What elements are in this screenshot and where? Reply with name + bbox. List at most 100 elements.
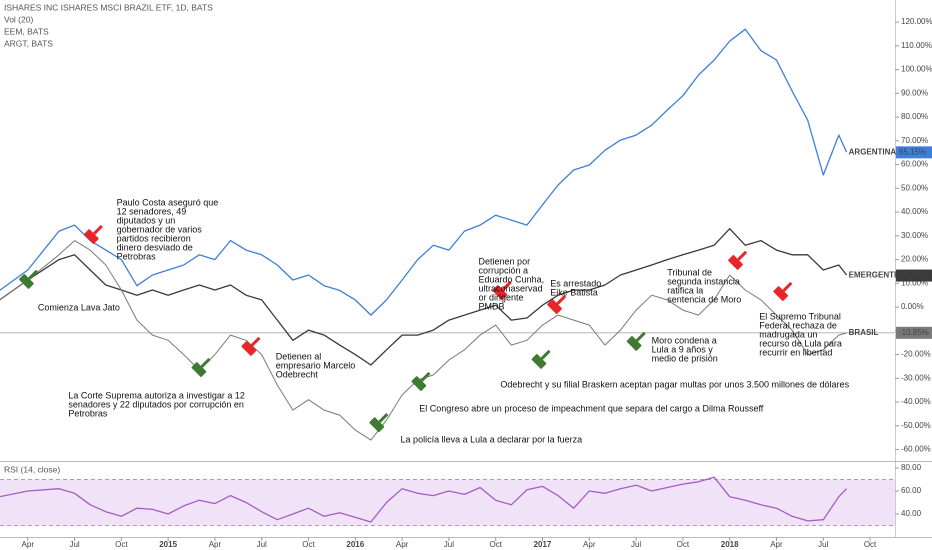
y-tick-label: 100.00% xyxy=(901,65,932,74)
y-tick-label: 110.00% xyxy=(901,41,932,50)
x-tick-label: Jul xyxy=(818,540,828,549)
annotation-text: PMDB xyxy=(479,302,505,312)
series-label: EMERGENTES xyxy=(849,271,906,280)
series-line xyxy=(0,228,848,366)
y-tick-label: 90.00% xyxy=(901,88,928,97)
y-tick-label: 80.00% xyxy=(901,112,928,121)
annotation-text: Petrobras xyxy=(68,408,108,418)
x-tick-label: Oct xyxy=(115,540,128,549)
gavel-head xyxy=(411,376,427,391)
y-tick-label: 60.00% xyxy=(901,160,928,169)
annotation-text: Detienen por xyxy=(479,257,531,267)
annotation-text: El Supremo Tribunal xyxy=(759,311,841,321)
annotation-text: sentencia de Moro xyxy=(667,294,741,304)
gavel-handle xyxy=(782,281,793,292)
annotation-text: Es arrestado xyxy=(550,278,601,288)
gavel-head xyxy=(773,286,789,301)
annotation-text: segunda instancia xyxy=(667,276,740,286)
gavel-handle xyxy=(540,349,551,360)
x-tick-label: Oct xyxy=(489,540,502,549)
y-tick-label: -20.00% xyxy=(901,350,931,359)
y-tick-label: 20.00% xyxy=(901,255,928,264)
y-tick-label: 40.00% xyxy=(901,207,928,216)
gavel-head xyxy=(547,299,562,314)
y-tick-label: 70.00% xyxy=(901,136,928,145)
gavel-handle xyxy=(93,224,103,235)
annotation-text: Federal rechaza de xyxy=(759,320,837,330)
rsi-title: RSI (14, close) xyxy=(4,464,60,474)
x-tick-label: Jul xyxy=(631,540,641,549)
annotation-text: Lula a 9 años y xyxy=(652,344,714,354)
x-tick-label: 2015 xyxy=(159,540,177,549)
gavel-handle xyxy=(250,336,261,347)
gavel xyxy=(492,280,512,300)
x-tick-label: Oct xyxy=(302,540,315,549)
gavel-head xyxy=(241,341,257,356)
gavel-handle xyxy=(737,250,748,261)
gavel xyxy=(411,371,431,391)
annotation-text: Eduardo Cunha, xyxy=(479,275,545,285)
annotation-text: La policía lleva a Lula a declarar por l… xyxy=(401,434,583,444)
rsi-band xyxy=(0,479,895,526)
gavel-head xyxy=(19,274,34,289)
y-tick-label: 80.00 xyxy=(901,463,922,472)
annotation-text: Odebrecht y su filial Braskem aceptan pa… xyxy=(500,380,849,390)
gavel-head xyxy=(83,229,99,244)
last-value-label: 65.15% xyxy=(899,147,926,156)
annotation-text: madrugada un xyxy=(759,329,817,339)
annotation-text: El Congreso abre un proceso de impeachme… xyxy=(419,404,764,414)
chart-title: ISHARES INC ISHARES MSCI BRAZIL ETF, 1D,… xyxy=(4,2,213,12)
y-tick-label: 10.00% xyxy=(901,278,928,287)
annotation-text: partidos recibieron xyxy=(117,233,191,243)
y-tick-label: 0.00% xyxy=(901,302,924,311)
gavel xyxy=(728,250,748,270)
x-tick-label: Apr xyxy=(770,540,783,549)
y-tick-label: -60.00% xyxy=(901,445,931,454)
gavel xyxy=(191,357,211,377)
annotation-text: Petrobras xyxy=(117,251,157,261)
x-tick-label: Oct xyxy=(864,540,877,549)
annotation-text: ultraconaservad xyxy=(479,284,543,294)
gavel xyxy=(773,281,793,301)
last-value-label: 13.27% xyxy=(899,271,926,280)
y-tick-label: -30.00% xyxy=(901,373,931,382)
last-value-tag xyxy=(896,269,932,282)
gavel xyxy=(531,349,551,369)
series-line xyxy=(0,240,847,441)
gavel-head xyxy=(626,336,642,351)
legend-entry: EEM, BATS xyxy=(4,26,49,36)
gavel-head xyxy=(492,285,508,300)
annotation-text: corrupción a xyxy=(479,266,529,276)
y-tick-label: 40.00 xyxy=(901,509,922,518)
x-tick-label: Jul xyxy=(444,540,454,549)
gavel-handle xyxy=(556,294,567,305)
y-tick-label: -50.00% xyxy=(901,421,931,430)
gavel xyxy=(19,269,39,289)
x-tick-label: Jul xyxy=(69,540,79,549)
gavel-head xyxy=(531,354,547,369)
annotation-text: recurso de Lula para xyxy=(759,338,842,348)
x-tick-label: Apr xyxy=(22,540,35,549)
annotation-text: Paulo Costa aseguró que xyxy=(117,197,219,207)
gavel xyxy=(626,331,646,351)
annotation-text: recurrir en libertad xyxy=(759,347,832,357)
annotation-text: dinero desviado de xyxy=(117,242,193,252)
gavel-handle xyxy=(501,280,512,291)
last-value-tag xyxy=(896,146,932,159)
gavel-head xyxy=(369,417,385,433)
gavel-handle xyxy=(378,412,389,423)
annotation-text: La Corte Suprema autoriza a investigar a… xyxy=(68,390,245,400)
annotation-text: Detienen al xyxy=(276,352,322,362)
y-tick-label: 120.00% xyxy=(901,17,932,26)
series-line xyxy=(0,476,848,523)
x-tick-label: Apr xyxy=(209,540,222,549)
annotation-text: Odebrecht xyxy=(276,370,319,380)
annotation-text: Tribunal de xyxy=(667,267,712,277)
x-tick-label: Oct xyxy=(677,540,690,549)
gavel-handle xyxy=(420,371,431,382)
x-tick-label: Apr xyxy=(396,540,409,549)
y-tick-label: -40.00% xyxy=(901,397,931,406)
